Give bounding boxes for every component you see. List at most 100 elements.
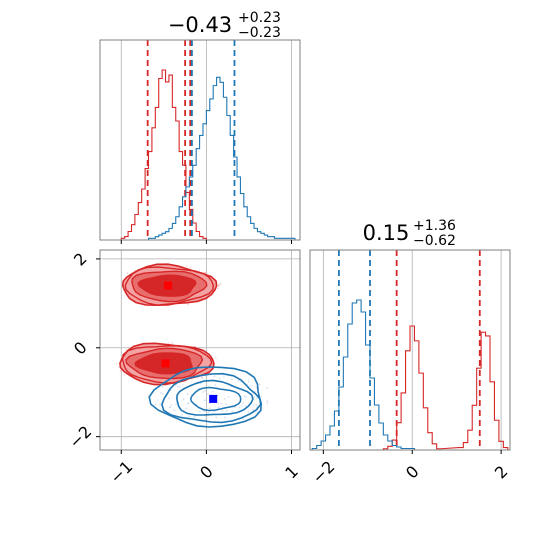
scatter-point: [259, 383, 261, 386]
hist-p2-series-0: [382, 325, 509, 450]
scatter-point: [256, 397, 259, 400]
scatter-point: [224, 397, 226, 400]
scatter-point: [181, 384, 184, 386]
ticklabel-y2: 0: [70, 338, 91, 359]
scatter-point: [175, 403, 177, 406]
scatter-point: [220, 402, 222, 405]
scatter-point: [119, 369, 122, 372]
title-p1: −0.43: [168, 13, 232, 37]
scatter-point: [126, 272, 129, 275]
ticklabel-x1: 0: [196, 462, 217, 483]
scatter-point: [207, 411, 209, 414]
scatter-point: [178, 385, 181, 388]
scatter-point: [205, 416, 207, 418]
scatter-point: [125, 349, 127, 351]
scatter-point: [240, 405, 243, 407]
scatter-point: [187, 402, 189, 405]
scatter-point: [204, 418, 207, 421]
scatter-point: [217, 285, 220, 287]
mode-marker-red: [164, 281, 173, 290]
scatter-point: [201, 376, 203, 379]
scatter-point: [245, 396, 247, 398]
scatter-point: [169, 406, 171, 409]
hist-p2-series-1: [311, 299, 415, 450]
scatter-point: [156, 399, 159, 401]
scatter-point: [204, 399, 206, 402]
scatter-point: [217, 406, 220, 409]
scatter-point: [123, 373, 126, 376]
scatter-point: [215, 357, 217, 359]
scatter-point: [118, 366, 120, 368]
scatter-point: [223, 375, 225, 377]
ticklabel-x2: 0: [402, 462, 423, 483]
ticklabel-y2: 2: [70, 249, 91, 270]
hist-p1-series-1: [147, 76, 296, 240]
scatter-point: [161, 386, 164, 388]
title-p2-plus: +1.36: [413, 218, 456, 234]
scatter-point: [188, 415, 191, 418]
contour-red-outer2: [124, 266, 215, 306]
title-p1-minus: −0.23: [238, 25, 281, 41]
scatter-point: [159, 403, 161, 406]
scatter-point: [219, 282, 222, 285]
scatter-point: [205, 271, 207, 274]
scatter-point: [255, 386, 258, 389]
scatter-point: [173, 409, 175, 412]
scatter-point: [187, 303, 189, 306]
scatter-point: [171, 342, 173, 345]
scatter-point: [170, 404, 172, 406]
scatter-point: [266, 400, 269, 402]
frame-border: [99, 39, 301, 241]
scatter-point: [225, 403, 227, 405]
ticklabel-x2: −2: [308, 457, 338, 487]
scatter-point: [217, 402, 219, 405]
scatter-point: [238, 406, 241, 409]
title-p1-value: −0.43: [168, 13, 232, 37]
scatter-point: [168, 342, 170, 344]
scatter-point: [204, 390, 206, 392]
scatter-point: [213, 375, 216, 378]
scatter-point: [213, 410, 215, 413]
scatter-point: [168, 397, 170, 400]
mode-marker-blue: [209, 394, 218, 403]
scatter-point: [199, 410, 201, 413]
scatter-point: [231, 410, 233, 413]
ticklabel-y2: −2: [65, 422, 95, 452]
scatter-point: [253, 396, 255, 398]
scatter-point: [243, 395, 246, 397]
scatter-point: [250, 384, 252, 387]
title-p2-minus: −0.62: [413, 233, 456, 249]
scatter-point: [203, 410, 206, 412]
contour-blue-mid: [176, 379, 254, 416]
scatter-point: [182, 398, 185, 400]
scatter-point: [217, 287, 219, 289]
scatter-point: [162, 392, 164, 395]
scatter-point: [225, 410, 228, 412]
hist-p1-series-0: [120, 69, 207, 240]
scatter-point: [255, 403, 258, 406]
scatter-point: [176, 386, 179, 388]
scatter-point: [248, 381, 250, 383]
scatter-point: [215, 416, 217, 419]
panel-p1-p2-joint: [96, 249, 301, 454]
scatter-point: [260, 395, 262, 398]
scatter-point: [194, 345, 196, 348]
scatter-point: [247, 411, 250, 413]
title-p2-value: 0.15: [363, 221, 410, 245]
scatter-point: [185, 407, 187, 410]
scatter-point: [227, 396, 230, 398]
scatter-point: [202, 391, 204, 393]
ticklabel-x1: 1: [281, 462, 302, 483]
contour-blue-outer: [148, 366, 263, 428]
scatter-point: [218, 377, 221, 380]
ticklabel-x1: −1: [106, 457, 136, 487]
scatter-point: [210, 274, 212, 277]
scatter-point: [160, 392, 162, 394]
scatter-point: [154, 403, 157, 406]
scatter-point: [247, 379, 250, 381]
scatter-point: [242, 418, 245, 420]
scatter-point: [242, 402, 245, 405]
scatter-point: [266, 402, 269, 404]
ticklabel-x2: 2: [491, 462, 512, 483]
